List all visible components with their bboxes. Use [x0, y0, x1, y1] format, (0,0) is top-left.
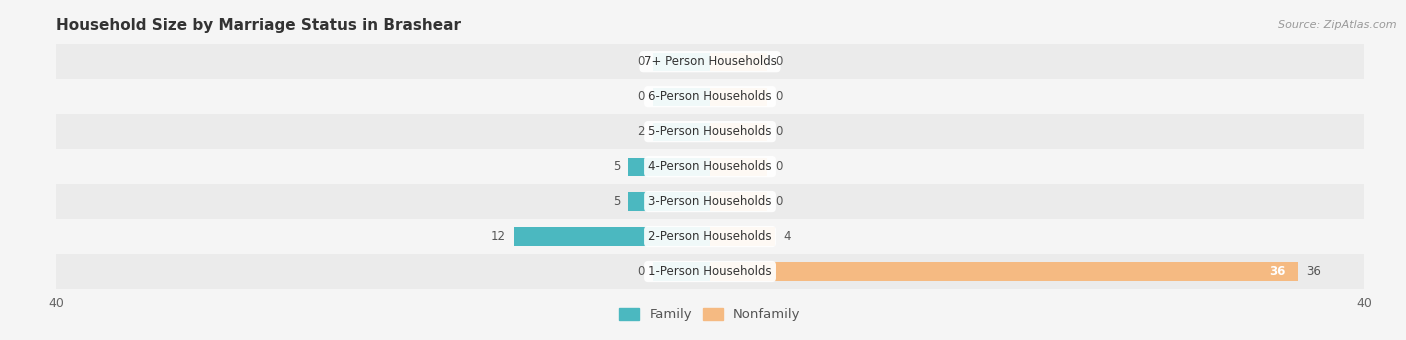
Text: 4: 4 [783, 230, 792, 243]
Bar [652, 262, 710, 280]
Text: 5: 5 [613, 160, 620, 173]
Text: Source: ZipAtlas.com: Source: ZipAtlas.com [1278, 20, 1396, 30]
Text: 4-Person Households: 4-Person Households [648, 160, 772, 173]
Text: 0: 0 [637, 55, 644, 68]
Text: 0: 0 [776, 160, 783, 173]
Bar [628, 157, 710, 176]
Text: 1-Person Households: 1-Person Households [648, 265, 772, 278]
Text: 2: 2 [637, 125, 644, 138]
Text: 12: 12 [491, 230, 506, 243]
Bar [652, 88, 710, 106]
Bar [710, 53, 768, 71]
Text: 3-Person Households: 3-Person Households [648, 195, 772, 208]
Bar [710, 88, 768, 106]
Bar [710, 122, 768, 141]
Text: 0: 0 [637, 90, 644, 103]
Bar [515, 227, 710, 245]
Text: 36: 36 [1306, 265, 1322, 278]
Bar [628, 192, 710, 211]
Text: Household Size by Marriage Status in Brashear: Household Size by Marriage Status in Bra… [56, 18, 461, 33]
Bar [56, 114, 1364, 149]
Bar [710, 227, 776, 245]
Bar [56, 184, 1364, 219]
Bar [652, 53, 710, 71]
Legend: Family, Nonfamily: Family, Nonfamily [614, 303, 806, 326]
Bar [56, 44, 1364, 79]
Text: 0: 0 [776, 195, 783, 208]
Bar [710, 262, 1299, 280]
Bar [710, 157, 768, 176]
Text: 0: 0 [776, 55, 783, 68]
Bar [710, 192, 768, 211]
Text: 0: 0 [776, 90, 783, 103]
Bar [56, 149, 1364, 184]
Text: 5-Person Households: 5-Person Households [648, 125, 772, 138]
Text: 36: 36 [1270, 265, 1285, 278]
Text: 7+ Person Households: 7+ Person Households [644, 55, 776, 68]
Bar [56, 79, 1364, 114]
Bar [56, 254, 1364, 289]
Text: 6-Person Households: 6-Person Households [648, 90, 772, 103]
Bar [652, 122, 710, 141]
Text: 0: 0 [776, 125, 783, 138]
Text: 0: 0 [637, 265, 644, 278]
Bar [56, 219, 1364, 254]
Text: 2-Person Households: 2-Person Households [648, 230, 772, 243]
Text: 5: 5 [613, 195, 620, 208]
